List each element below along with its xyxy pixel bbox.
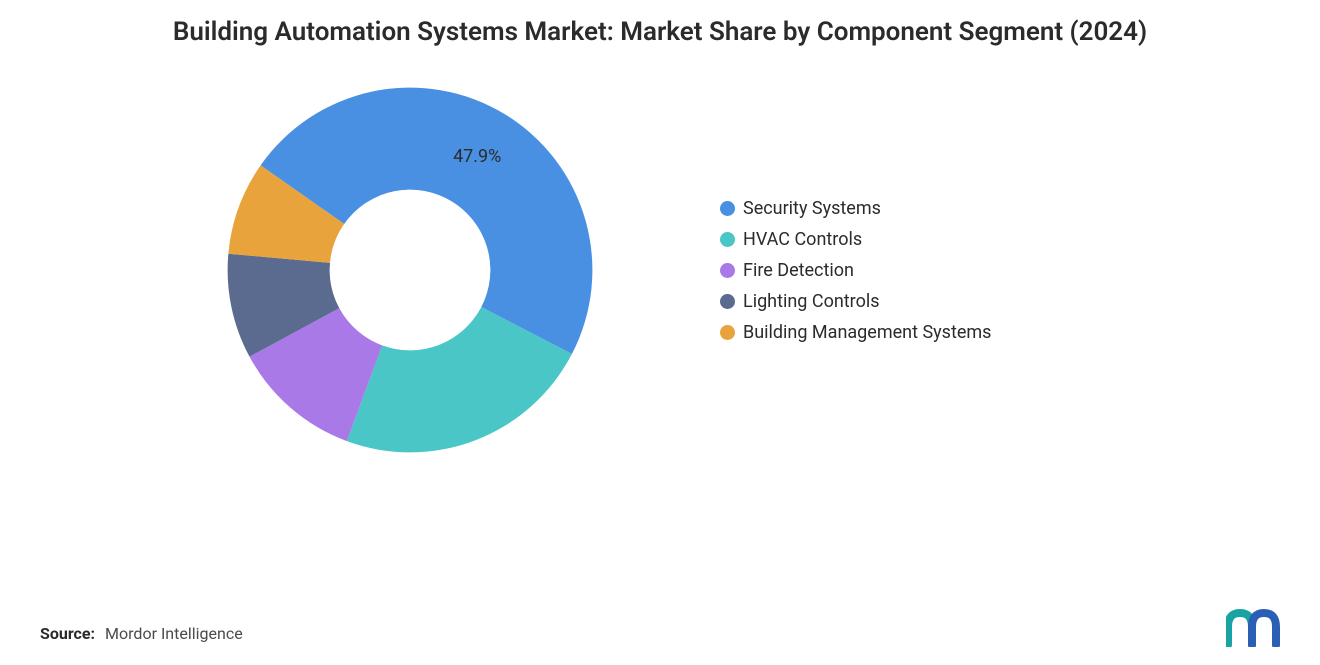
legend-label: Security Systems: [743, 198, 881, 219]
donut-svg: [220, 80, 600, 460]
logo-svg: [1226, 609, 1282, 647]
donut-chart: 47.9%: [220, 80, 600, 460]
legend-item: Lighting Controls: [720, 291, 991, 312]
chart-title: Building Automation Systems Market: Mark…: [40, 15, 1280, 50]
donut-hole: [330, 190, 491, 351]
legend-item: Fire Detection: [720, 260, 991, 281]
chart-container: Building Automation Systems Market: Mark…: [0, 0, 1320, 665]
legend-item: Security Systems: [720, 198, 991, 219]
legend-label: Lighting Controls: [743, 291, 880, 312]
legend-marker-icon: [720, 263, 735, 278]
source-prefix: Source:: [40, 624, 95, 643]
legend-label: Fire Detection: [743, 260, 854, 281]
slice-value-label: 47.9%: [453, 146, 501, 167]
chart-body: 47.9% Security Systems HVAC Controls Fire …: [40, 80, 1280, 460]
legend-item: HVAC Controls: [720, 229, 991, 250]
brand-logo: [1226, 609, 1282, 647]
legend-marker-icon: [720, 325, 735, 340]
source-text: Mordor Intelligence: [105, 624, 243, 643]
legend-label: Building Management Systems: [743, 322, 991, 343]
legend: Security Systems HVAC Controls Fire Detect…: [720, 198, 991, 343]
legend-label: HVAC Controls: [743, 229, 862, 250]
legend-marker-icon: [720, 201, 735, 216]
legend-item: Building Management Systems: [720, 322, 991, 343]
logo-arc-2: [1252, 613, 1276, 645]
source-footer: Source: Mordor Intelligence: [40, 624, 243, 643]
legend-marker-icon: [720, 232, 735, 247]
legend-marker-icon: [720, 294, 735, 309]
